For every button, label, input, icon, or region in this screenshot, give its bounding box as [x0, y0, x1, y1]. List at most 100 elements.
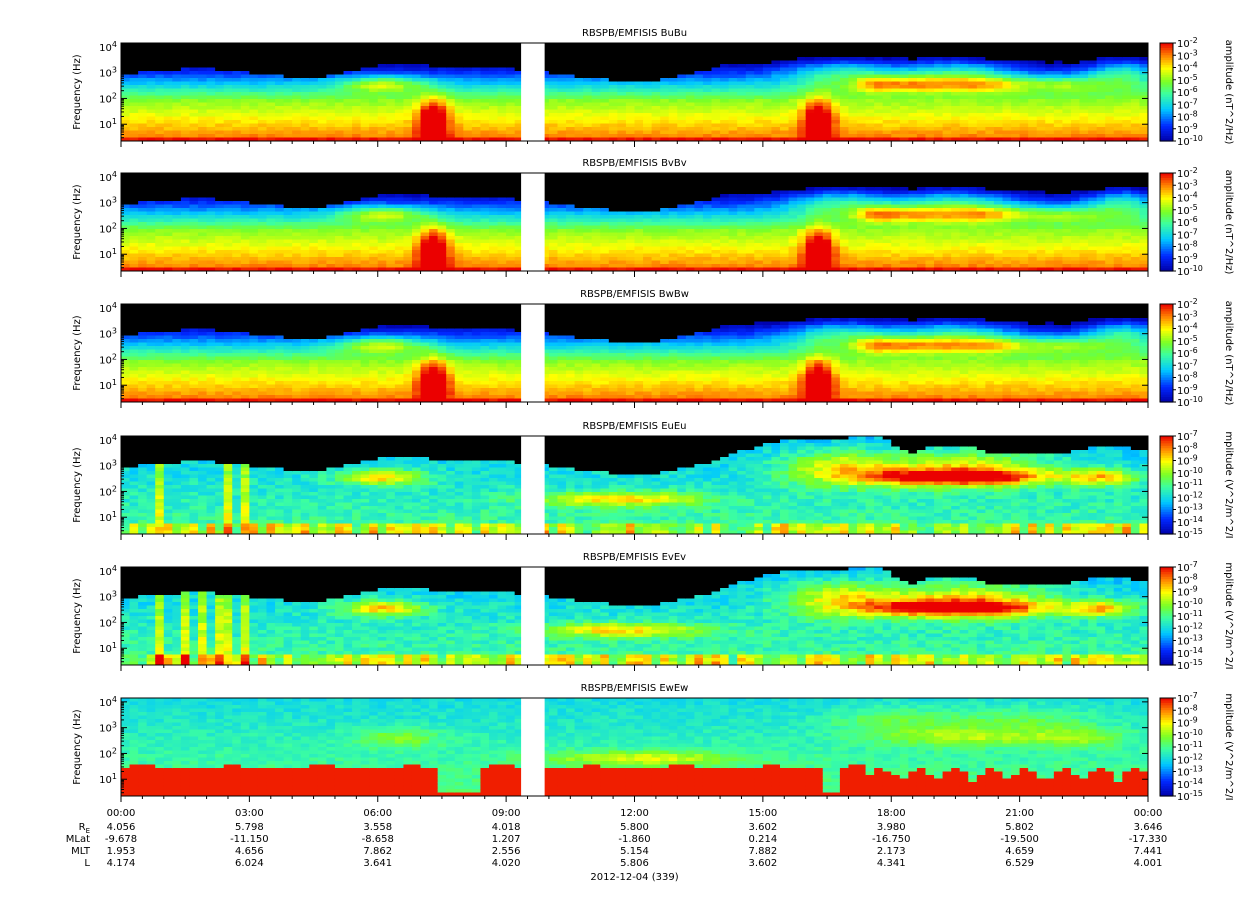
colorbar-cell	[1160, 207, 1173, 211]
colorbar-tick-label: 10-12	[1177, 752, 1203, 766]
colorbar-cell	[1160, 737, 1173, 741]
colorbar-cell	[1160, 655, 1173, 659]
colorbar-tick-label: 10-2	[1177, 166, 1198, 180]
colorbar-cell	[1160, 224, 1173, 228]
ephemeris-value: 5.798	[235, 822, 264, 833]
colorbar-cell	[1160, 754, 1173, 758]
colorbar-tick-label: 10-11	[1177, 609, 1203, 623]
colorbar-cell	[1160, 94, 1173, 98]
colorbar-cell	[1160, 362, 1173, 366]
colorbar-cell	[1160, 569, 1173, 573]
colorbar-cell	[1160, 323, 1173, 327]
ephemeris-value: -1.860	[618, 834, 650, 845]
colorbar-cell	[1160, 226, 1173, 230]
x-tick-label: 06:00	[363, 808, 392, 819]
colorbar-cell	[1160, 613, 1173, 617]
colorbar-cell	[1160, 761, 1173, 765]
colorbar-cell	[1160, 734, 1173, 738]
colorbar-tick-label: 10-10	[1177, 728, 1203, 742]
colorbar-cell	[1160, 591, 1173, 595]
colorbar-cell	[1160, 756, 1173, 760]
colorbar-tick-label: 10-10	[1177, 134, 1203, 148]
colorbar-tick-label: 10-6	[1177, 215, 1198, 229]
colorbar-tick-label: 10-9	[1177, 383, 1198, 397]
x-tick-label: 15:00	[748, 808, 777, 819]
colorbar: 10-210-310-410-510-610-710-810-910-10 amp…	[1159, 297, 1234, 409]
colorbar-tick-label: 10-7	[1177, 560, 1198, 574]
colorbar-cell	[1160, 645, 1173, 649]
colorbar-cell	[1160, 710, 1173, 714]
colorbar-cell	[1160, 724, 1173, 728]
colorbar-cell	[1160, 494, 1173, 498]
colorbar-cell	[1160, 101, 1173, 105]
colorbar-tick-label: 10-8	[1177, 703, 1198, 717]
colorbar-cell	[1160, 394, 1173, 398]
colorbar-tick-label: 10-11	[1177, 478, 1203, 492]
colorbar-cell	[1160, 266, 1173, 270]
colorbar-cell	[1160, 581, 1173, 585]
colorbar-cell	[1160, 460, 1173, 464]
ephemeris-value: 4.341	[877, 858, 906, 869]
colorbar-cell	[1160, 781, 1173, 785]
colorbar-cell	[1160, 445, 1173, 449]
colorbar-cell	[1160, 313, 1173, 317]
colorbar-tick-label: 10-10	[1177, 597, 1203, 611]
colorbar-cell	[1160, 467, 1173, 471]
y-tick-label: 104	[99, 40, 117, 54]
y-tick-label: 102	[99, 746, 117, 760]
colorbar-cell	[1160, 485, 1173, 489]
colorbar-tick-label: 10-7	[1177, 358, 1198, 372]
colorbar-cell	[1160, 348, 1173, 352]
colorbar-cell	[1160, 487, 1173, 491]
colorbar-tick-label: 10-14	[1177, 777, 1203, 791]
colorbar-cell	[1160, 382, 1173, 386]
ephemeris-value: -11.150	[230, 834, 269, 845]
colorbar-cell	[1160, 499, 1173, 503]
colorbar-cell	[1160, 87, 1173, 91]
ephemeris-value: 3.646	[1134, 822, 1163, 833]
y-axis-label: Frequency (Hz)	[72, 578, 83, 654]
colorbar-cell	[1160, 399, 1173, 403]
ephemeris-value: 6.529	[1005, 858, 1034, 869]
colorbar-cell	[1160, 214, 1173, 218]
y-tick-label: 101	[99, 247, 117, 261]
panel-title: RBSPB/EMFISIS BvBv	[582, 158, 686, 169]
colorbar-cell	[1160, 502, 1173, 506]
colorbar-cell	[1160, 440, 1173, 444]
spectrogram-image	[121, 436, 1148, 534]
colorbar-cell	[1160, 633, 1173, 637]
colorbar-cell	[1160, 333, 1173, 337]
colorbar-cell	[1160, 62, 1173, 66]
colorbar-cell	[1160, 793, 1173, 797]
ephemeris-value: 4.056	[107, 822, 136, 833]
colorbar-cell	[1160, 106, 1173, 110]
colorbar-cell	[1160, 365, 1173, 369]
colorbar-cell	[1160, 579, 1173, 583]
colorbar-cell	[1160, 328, 1173, 332]
colorbar-tick-label: 10-9	[1177, 252, 1198, 266]
colorbar-tick-label: 10-3	[1177, 48, 1198, 62]
colorbar-cell	[1160, 511, 1173, 515]
ephemeris-value: 5.800	[620, 822, 649, 833]
colorbar-cell	[1160, 79, 1173, 83]
colorbar-cell	[1160, 606, 1173, 610]
colorbar-cell	[1160, 791, 1173, 795]
colorbar-cell	[1160, 187, 1173, 191]
colorbar-cell	[1160, 524, 1173, 528]
ephemeris-value: 7.862	[363, 846, 392, 857]
y-tick-label: 103	[99, 66, 117, 80]
colorbar-cell	[1160, 199, 1173, 203]
ephemeris-row-name: RE	[79, 822, 90, 835]
colorbar-cell	[1160, 462, 1173, 466]
colorbar-cell	[1160, 138, 1173, 142]
colorbar-cell	[1160, 116, 1173, 120]
spectrogram-image	[121, 304, 1148, 402]
ephemeris-value: 4.656	[235, 846, 264, 857]
colorbar-tick-label: 10-7	[1177, 691, 1198, 705]
colorbar-cell	[1160, 204, 1173, 208]
colorbar-tick-label: 10-8	[1177, 240, 1198, 254]
colorbar-cell	[1160, 397, 1173, 401]
colorbar-cell	[1160, 702, 1173, 706]
ephemeris-value: 1.953	[107, 846, 136, 857]
